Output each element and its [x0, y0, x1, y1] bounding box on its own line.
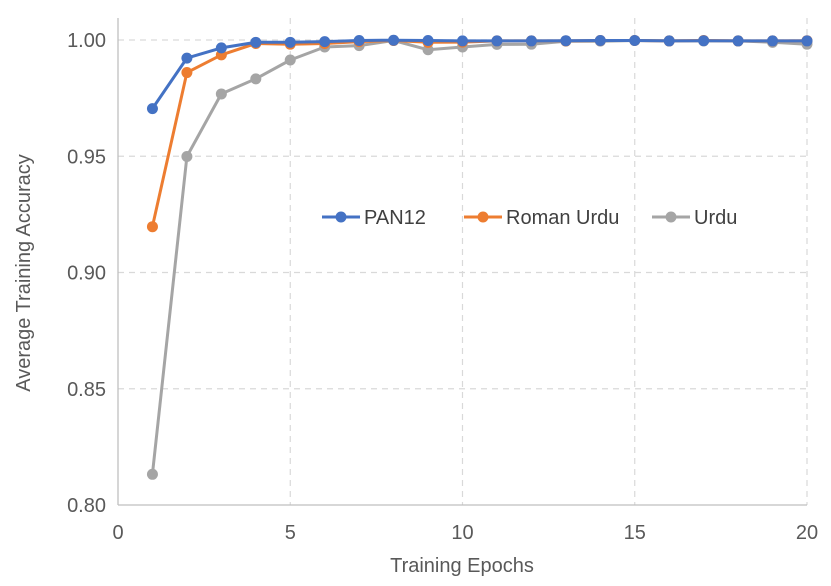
legend: PAN12 Roman Urdu Urdu: [322, 207, 737, 229]
series-urdu: [146, 34, 813, 480]
y-tick-label: 0.95: [67, 146, 106, 168]
data-point-pan12: [353, 34, 365, 46]
series-line-urdu: [150, 39, 809, 476]
data-point-pan12: [491, 35, 503, 47]
data-point-pan12: [319, 36, 331, 48]
data-point-pan12: [767, 35, 779, 47]
data-point-pan12: [525, 35, 537, 47]
series-line-pan12: [150, 38, 809, 111]
gridlines: [118, 18, 808, 505]
data-point-pan12: [146, 103, 158, 115]
data-point-urdu: [181, 150, 193, 162]
legend-item-roman-urdu: Roman Urdu: [464, 207, 619, 229]
series-pan12: [146, 34, 813, 115]
legend-label-urdu: Urdu: [694, 207, 737, 229]
y-axis-title: Average Training Accuracy: [13, 154, 35, 392]
data-point-urdu: [215, 88, 227, 100]
x-axis-title: Training Epochs: [390, 555, 534, 577]
data-point-pan12: [594, 34, 606, 46]
data-point-pan12: [698, 35, 710, 47]
y-tick-label: 0.90: [67, 263, 106, 285]
y-tick-label: 0.85: [67, 379, 106, 401]
legend-item-urdu: Urdu: [652, 207, 737, 229]
data-point-pan12: [388, 34, 400, 46]
x-tick-label: 10: [451, 522, 473, 544]
data-point-pan12: [284, 36, 296, 48]
x-tick-label: 20: [796, 522, 818, 544]
data-point-pan12: [560, 35, 572, 47]
data-point-pan12: [422, 34, 434, 46]
data-point-pan12: [663, 35, 675, 47]
series-line-roman-urdu: [150, 39, 809, 229]
legend-label-roman-urdu: Roman Urdu: [506, 207, 619, 229]
y-tick-label: 1.00: [67, 30, 106, 52]
data-point-pan12: [732, 35, 744, 47]
data-point-urdu: [146, 468, 158, 480]
series-roman-urdu: [146, 34, 813, 233]
legend-item-pan12: PAN12: [322, 207, 426, 229]
legend-marker-pan12: [335, 211, 347, 223]
legend-marker-roman-urdu: [477, 211, 489, 223]
data-point-pan12: [801, 35, 813, 47]
y-tick-label: 0.80: [67, 495, 106, 517]
x-tick-label: 5: [285, 522, 296, 544]
data-point-pan12: [250, 36, 262, 48]
data-point-pan12: [215, 42, 227, 54]
data-point-pan12: [457, 35, 468, 47]
legend-label-pan12: PAN12: [364, 207, 426, 229]
x-tick-label: 15: [624, 522, 646, 544]
data-point-pan12: [629, 34, 641, 46]
data-point-roman-urdu: [181, 67, 193, 79]
legend-marker-urdu: [665, 211, 677, 223]
x-tick-label: 0: [112, 522, 123, 544]
data-point-urdu: [284, 54, 296, 66]
axes: 0.80 0.85 0.90 0.95 1.00 0 5 10 15 20: [67, 18, 818, 544]
data-point-urdu: [250, 73, 262, 85]
series: [146, 34, 813, 480]
data-point-pan12: [181, 52, 193, 64]
data-point-roman-urdu: [146, 221, 158, 233]
